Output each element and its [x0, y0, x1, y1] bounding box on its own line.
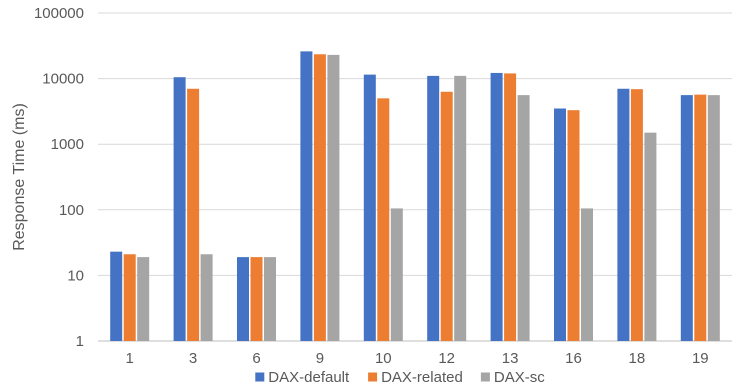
bar-dax-related-13 — [504, 73, 517, 342]
legend-swatch — [255, 372, 265, 382]
y-tick-label: 1000 — [51, 136, 84, 153]
y-tick-label: 100 — [59, 202, 84, 219]
x-tick-label: 10 — [375, 350, 392, 367]
y-axis-title: Response Time (ms) — [11, 103, 28, 251]
bar-dax-default-16 — [554, 108, 566, 341]
bar-dax-sc-13 — [517, 95, 530, 341]
bar-dax-sc-18 — [644, 132, 657, 341]
legend-swatch — [368, 372, 378, 382]
bar-dax-related-1 — [123, 254, 136, 341]
bar-dax-related-12 — [440, 91, 453, 341]
bar-dax-default-13 — [490, 72, 503, 342]
bar-dax-sc-9 — [327, 54, 340, 341]
bar-dax-related-6 — [250, 257, 263, 341]
bar-dax-sc-3 — [200, 254, 213, 341]
x-tick-labels: 1 3 6 9 10 12 13 16 18 19 — [126, 350, 709, 367]
legend-item-dax-default: DAX-default — [255, 369, 350, 386]
y-tick-label: 10 — [67, 267, 84, 284]
y-tick-label: 100000 — [34, 5, 84, 22]
bar-dax-related-18 — [630, 89, 643, 341]
bar-dax-related-19 — [694, 94, 707, 341]
y-tick-labels: 1 10 100 1000 10000 100000 — [34, 5, 84, 350]
x-tick-label: 3 — [189, 350, 197, 367]
x-tick-label: 19 — [692, 350, 709, 367]
bar-dax-default-6 — [237, 257, 249, 341]
x-tick-label: 1 — [126, 350, 134, 367]
bar-dax-sc-1 — [137, 257, 150, 341]
x-tick-label: 6 — [252, 350, 260, 367]
legend-swatch — [480, 372, 490, 382]
legend-item-dax-sc: DAX-sc — [480, 369, 545, 386]
bar-dax-default-9 — [300, 51, 313, 341]
bar-dax-related-9 — [313, 54, 326, 342]
x-tick-label: 13 — [502, 350, 519, 367]
bar-dax-related-10 — [377, 98, 390, 341]
legend: DAX-default DAX-related DAX-sc — [255, 369, 545, 386]
bar-dax-default-10 — [363, 74, 376, 341]
bar-dax-sc-19 — [707, 95, 720, 341]
bar-dax-sc-6 — [264, 257, 276, 341]
bar-dax-related-3 — [187, 88, 200, 341]
bar-dax-default-3 — [173, 77, 186, 341]
x-tick-label: 12 — [438, 350, 455, 367]
bar-dax-default-19 — [680, 95, 693, 341]
y-tick-label: 10000 — [42, 71, 84, 88]
bar-dax-sc-16 — [581, 208, 593, 341]
bar-dax-default-1 — [110, 251, 123, 341]
bar-dax-related-16 — [567, 110, 580, 341]
y-tick-label: 1 — [76, 333, 84, 350]
bars — [110, 51, 720, 342]
legend-label: DAX-related — [381, 369, 463, 386]
bar-dax-sc-12 — [454, 75, 467, 341]
x-tick-label: 9 — [316, 350, 324, 367]
bar-dax-default-18 — [617, 88, 630, 341]
legend-item-dax-related: DAX-related — [368, 369, 463, 386]
bar-dax-default-12 — [427, 75, 440, 341]
legend-label: DAX-sc — [494, 369, 545, 386]
x-tick-label: 16 — [565, 350, 582, 367]
x-tick-label: 18 — [629, 350, 646, 367]
bar-dax-sc-10 — [390, 208, 403, 341]
legend-label: DAX-default — [268, 369, 350, 386]
